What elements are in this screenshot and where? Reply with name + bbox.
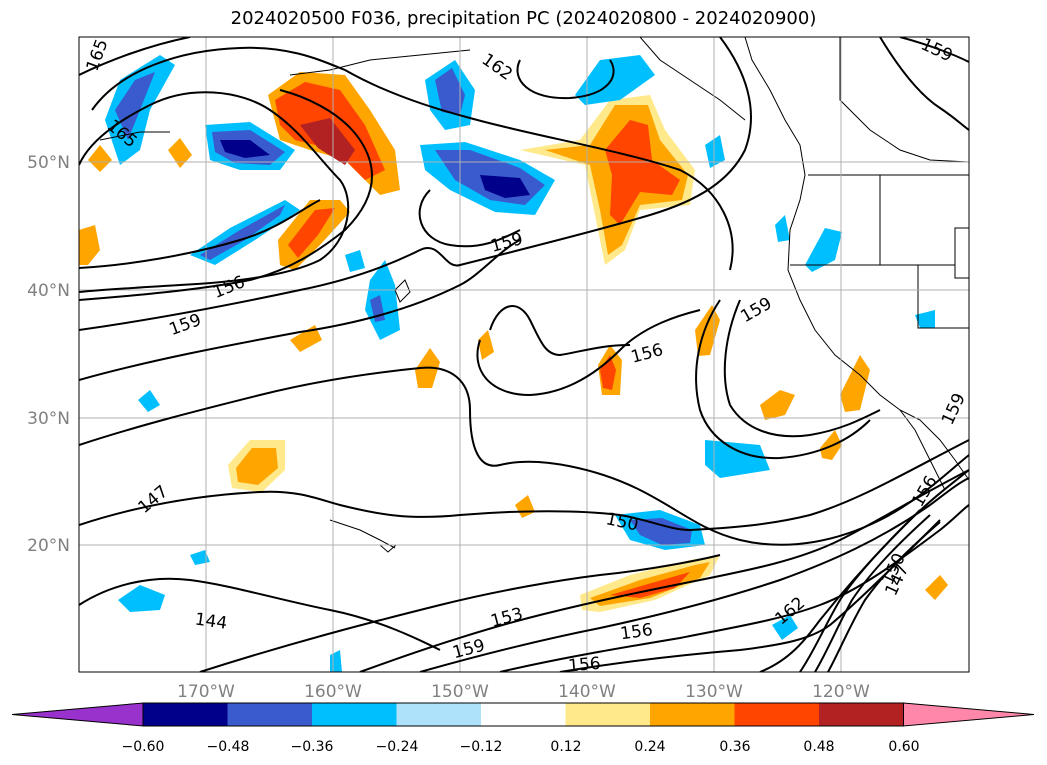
colorbar-segment: [396, 703, 481, 726]
latitude-label: 40°N: [27, 281, 70, 301]
longitude-label: 120°W: [812, 682, 870, 702]
contour-label: 144: [194, 610, 229, 634]
colorbar-segment: [481, 703, 566, 726]
colorbar-segment: [650, 703, 735, 726]
contour-lines: [79, 37, 969, 672]
colorbar-tick-label: 0.36: [719, 739, 750, 755]
colorbar-tick-label: −0.24: [376, 739, 419, 755]
colorbar-segment: [734, 703, 819, 726]
colorbar-extend-left: [11, 702, 144, 727]
colorbar-tick-label: 0.60: [888, 739, 919, 755]
colorbar-tick-label: 0.48: [803, 739, 834, 755]
graticule: [79, 37, 969, 672]
colorbar-tick-label: −0.60: [122, 739, 165, 755]
colorbar-segment: [143, 703, 228, 726]
colorbar-extend-right: [903, 702, 1035, 727]
contour-label: 156: [619, 620, 654, 644]
colorbar-segment: [819, 703, 904, 726]
contour-label: 156: [567, 654, 601, 677]
longitude-label: 140°W: [558, 682, 616, 702]
longitude-label: 130°W: [685, 682, 743, 702]
latitude-label: 50°N: [27, 153, 70, 173]
colorbar-tick-labels: −0.60 −0.48 −0.36 −0.24 −0.12 0.12 0.24 …: [122, 739, 920, 755]
longitude-labels: 170°W 160°W 150°W 140°W 130°W 120°W: [177, 682, 870, 702]
colorbar-tick-label: −0.48: [207, 739, 250, 755]
colorbar-tick-label: −0.12: [460, 739, 503, 755]
latitude-labels: 50°N 40°N 30°N 20°N: [27, 153, 70, 556]
colorbar-segment: [227, 703, 312, 726]
coastlines: [99, 37, 969, 553]
longitude-label: 170°W: [177, 682, 235, 702]
longitude-label: 150°W: [431, 682, 489, 702]
colorbar-segment: [565, 703, 650, 726]
latitude-label: 20°N: [27, 536, 70, 556]
map-title: 2024020500 F036, precipitation PC (20240…: [230, 8, 817, 29]
colorbar-segment: [312, 703, 397, 726]
colorbar-border: [142, 702, 904, 727]
map-frame: [78, 36, 970, 673]
colorbar-tick-label: −0.36: [291, 739, 334, 755]
colorbar-tick-label: 0.24: [634, 739, 665, 755]
latitude-label: 30°N: [27, 409, 70, 429]
longitude-label: 160°W: [304, 682, 362, 702]
colorbar: [11, 702, 1035, 727]
colorbar-tick-label: 0.12: [550, 739, 581, 755]
